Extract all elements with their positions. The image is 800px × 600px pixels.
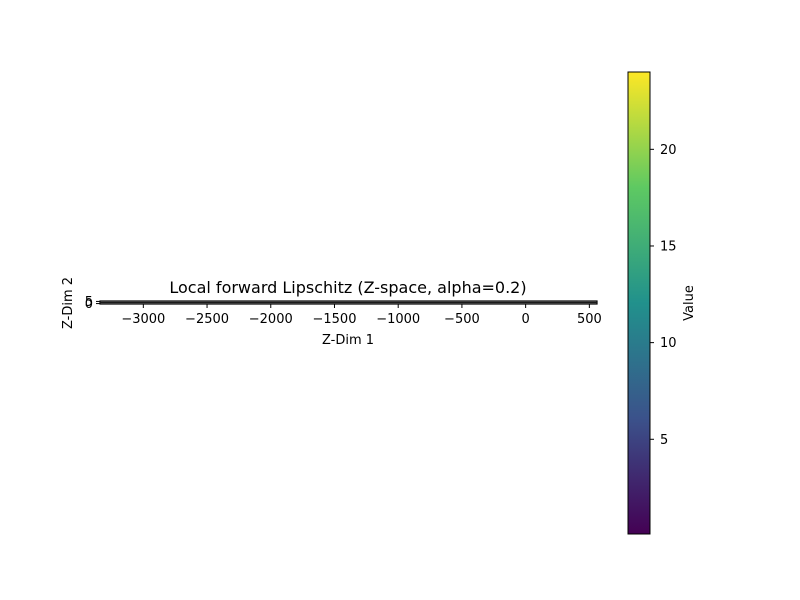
chart-title: Local forward Lipschitz (Z-space, alpha=…	[169, 278, 526, 297]
x-tick-label: −2000	[249, 312, 293, 327]
colorbar-tick-label: 15	[660, 239, 677, 254]
colorbar-label: Value	[682, 285, 697, 321]
x-tick-label: −2500	[185, 312, 229, 327]
x-tick-label: 500	[577, 312, 602, 327]
colorbar-tick-label: 5	[660, 433, 668, 448]
colorbar-tick-label: 20	[660, 143, 677, 158]
colorbar-ticks: 5 10 15 20	[650, 143, 677, 448]
x-tick-label: −3000	[121, 312, 165, 327]
y-axis-label: Z-Dim 2	[61, 277, 76, 329]
y-tick-label: 5	[85, 295, 93, 310]
x-axis: −3000 −2500 −2000 −1500 −1000 −500 0 500	[121, 304, 602, 327]
x-tick-label: −1000	[376, 312, 420, 327]
x-axis-label: Z-Dim 1	[322, 333, 374, 348]
y-tick-label: 0	[85, 297, 93, 312]
colorbar-gradient	[627, 71, 651, 535]
x-tick-label: −1500	[312, 312, 356, 327]
colorbar: 5 10 15 20 Value	[627, 71, 697, 535]
x-tick-label: 0	[521, 312, 529, 327]
plot-area	[99, 300, 598, 305]
y-axis: 05	[85, 295, 100, 312]
x-tick-label: −500	[444, 312, 480, 327]
colorbar-tick-label: 10	[660, 336, 677, 351]
